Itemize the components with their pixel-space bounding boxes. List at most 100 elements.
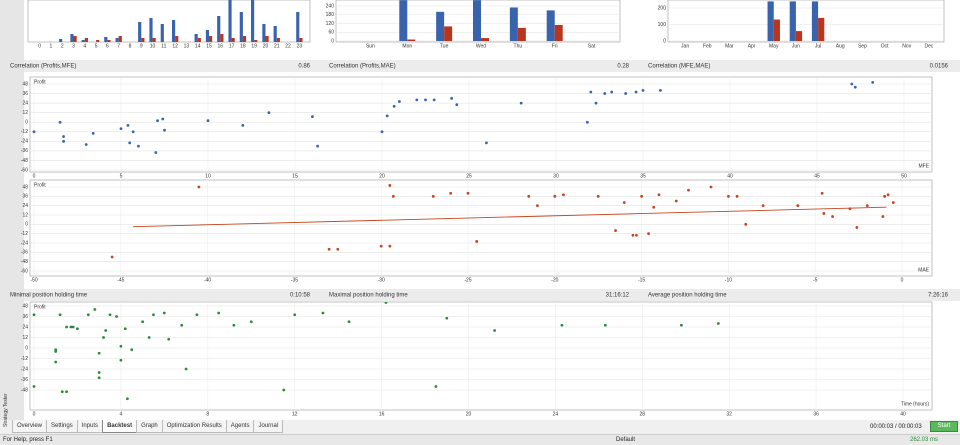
x-tick-label: Sep (858, 43, 867, 49)
tab[interactable]: Inputs (76, 420, 104, 433)
bar (81, 40, 85, 42)
scatter-point (167, 337, 171, 341)
scatter-point (493, 329, 496, 332)
plot-layer (30, 77, 932, 172)
scatter-point (385, 114, 389, 118)
scatter-point (232, 323, 236, 327)
x-tick-label: 16 (379, 411, 385, 417)
tab[interactable]: Journal (253, 420, 284, 433)
y-tick-label: -60 (21, 268, 28, 274)
x-tick-label: 20 (379, 173, 385, 179)
x-axis-label: MFE (918, 163, 929, 169)
scatter-point (108, 313, 112, 317)
scatter-point (65, 390, 68, 394)
scatter-point (282, 388, 286, 392)
scatter-point (58, 120, 62, 124)
plot-layer (59, 0, 303, 42)
y-tick-label: -36 (21, 377, 28, 383)
x-tick-label: Tue (440, 43, 449, 49)
scatter-point (634, 90, 638, 94)
start-button[interactable]: Start (930, 421, 958, 432)
x-tick-label: 35 (640, 173, 646, 179)
plot-layer (30, 302, 932, 410)
x-tick-label: 24 (553, 411, 559, 417)
scatter-point (603, 92, 607, 95)
scatter-point (54, 360, 58, 364)
scatter-point (820, 191, 824, 195)
bar (205, 30, 210, 42)
y-tick-label: 12 (22, 110, 28, 116)
x-axis-label: Time (hours) (901, 401, 929, 407)
stat-value: 0.0156 (930, 64, 949, 70)
scatter-point (562, 193, 565, 197)
tab[interactable]: Settings (46, 420, 78, 433)
bar (773, 19, 780, 41)
y-tick-label: 24 (22, 203, 28, 209)
bar (194, 34, 198, 42)
x-tick-label: 21 (274, 43, 280, 49)
scatter-point (475, 240, 479, 243)
tab[interactable]: Optimization Results (161, 420, 227, 433)
scatter-point (156, 119, 159, 123)
scatter-point (54, 348, 58, 352)
scatter-point (744, 222, 748, 226)
scatter-point (327, 247, 331, 251)
x-tick-label: 1 (50, 43, 53, 49)
scatter-point (434, 385, 438, 388)
scatter-point (881, 215, 885, 218)
stat-value: 0:10:58 (290, 293, 311, 299)
x-tick-label: Thu (514, 43, 523, 49)
scatter-point (60, 390, 64, 394)
stat-label: Correlation (Profits,MFE) (10, 64, 76, 70)
status-ping: 262.03 ms (910, 437, 939, 443)
bar (73, 36, 77, 42)
tab-bar: Overview Settings Inputs Backtest Graph Optim… (0, 420, 960, 434)
bar (273, 26, 277, 42)
tab[interactable]: Graph (136, 420, 163, 433)
scatter-point (680, 323, 683, 327)
scatter-point (659, 88, 662, 92)
scatter-point (641, 88, 645, 92)
scatter-point (450, 96, 453, 100)
scatter-point (119, 127, 123, 130)
x-tick-label: Nov (902, 43, 911, 49)
bar (70, 34, 74, 42)
bar (407, 39, 416, 41)
scatter-point (519, 101, 523, 105)
scatter-point (126, 124, 130, 127)
plot-frame (29, 76, 933, 173)
x-tick-label: 12 (172, 43, 178, 49)
scatter-point (267, 111, 271, 115)
timer: 00:00:03 / 00:00:03 (870, 424, 922, 430)
y-tick-label: -12 (21, 356, 28, 362)
x-tick-label: 4 (120, 411, 123, 417)
scatter-point (195, 313, 199, 317)
scatter-point (97, 351, 101, 355)
x-tick-label: 20 (466, 411, 472, 417)
tab[interactable]: Overview (12, 420, 48, 433)
tab[interactable]: Backtest (102, 420, 138, 433)
scatter-point (184, 367, 188, 371)
tab[interactable]: Agents (225, 420, 255, 433)
bar (399, 0, 408, 41)
scatter-point (123, 327, 127, 331)
bar (217, 16, 221, 42)
tabs: Overview Settings Inputs Backtest Graph Optim… (12, 420, 284, 433)
x-tick-label: 10 (150, 43, 156, 49)
scatter-point (32, 313, 36, 317)
scatter-point (853, 85, 857, 89)
x-tick-label: -5 (813, 277, 818, 283)
stat-value: 31:16:12 (606, 293, 630, 299)
scatter-point (865, 204, 869, 208)
x-tick-label: -50 (30, 277, 37, 283)
y-tick-label: -48 (21, 259, 28, 265)
scatter-point (560, 323, 564, 327)
x-tick-label: 32 (726, 411, 732, 417)
bar (299, 38, 303, 42)
scatter-point (891, 201, 895, 204)
scatter-point (316, 144, 320, 148)
plot-frame (27, 0, 311, 43)
stat-value: 0.28 (617, 64, 629, 70)
scatter-point (848, 207, 852, 211)
